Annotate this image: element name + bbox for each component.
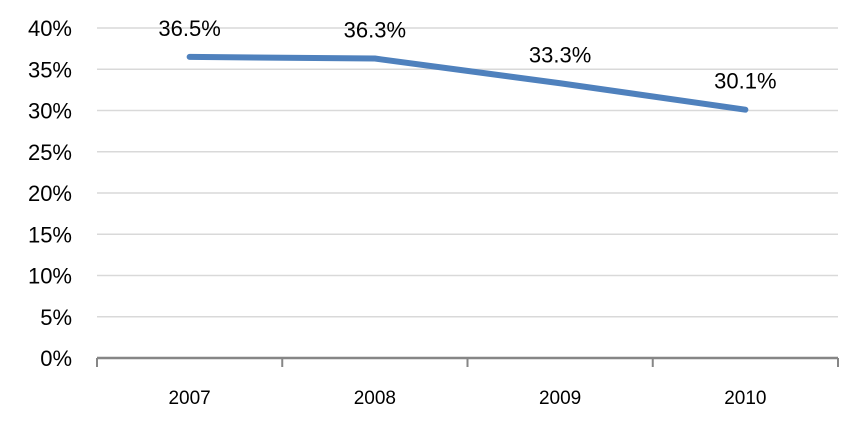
y-tick-label: 5% bbox=[40, 305, 72, 330]
data-labels: 36.5% 36.3% 33.3% 30.1% bbox=[158, 16, 776, 94]
y-tick-label: 30% bbox=[28, 99, 72, 124]
x-tick-label: 2009 bbox=[539, 388, 581, 409]
y-axis-tick-labels: 0% 5% 10% 15% 20% 25% 30% 35% 40% bbox=[28, 16, 72, 371]
data-label: 36.3% bbox=[344, 18, 406, 43]
y-tick-label: 40% bbox=[28, 16, 72, 41]
series-line bbox=[186, 53, 749, 113]
y-tick-label: 20% bbox=[28, 181, 72, 206]
y-tick-label: 25% bbox=[28, 140, 72, 165]
series-group bbox=[186, 53, 749, 113]
y-tick-label: 15% bbox=[28, 222, 72, 247]
data-label: 33.3% bbox=[529, 42, 591, 67]
x-axis-tick-labels: 2007 2008 2009 2010 bbox=[168, 388, 766, 409]
gridlines bbox=[97, 27, 838, 318]
data-label: 30.1% bbox=[714, 69, 776, 94]
x-axis bbox=[96, 356, 839, 367]
y-tick-label: 10% bbox=[28, 264, 72, 289]
data-label: 36.5% bbox=[158, 16, 220, 41]
y-tick-label: 35% bbox=[28, 57, 72, 82]
x-tick-label: 2007 bbox=[168, 388, 210, 409]
y-tick-label: 0% bbox=[40, 346, 72, 371]
x-tick-label: 2010 bbox=[724, 388, 766, 409]
x-tick-label: 2008 bbox=[354, 388, 396, 409]
